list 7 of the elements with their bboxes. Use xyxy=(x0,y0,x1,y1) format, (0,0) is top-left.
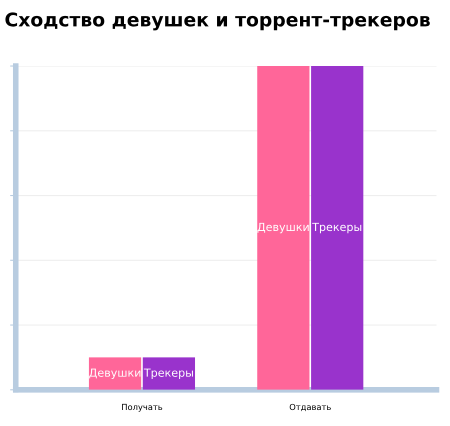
series-label: Трекеры xyxy=(144,368,193,379)
x-tick-label: Получать xyxy=(122,404,162,412)
text: Девушки xyxy=(89,368,140,379)
chart-title: Сходство девушек и торрент-трекеров xyxy=(5,12,430,30)
x-tick-label: Отдавать xyxy=(290,404,331,412)
series-label: Девушки xyxy=(258,222,309,234)
text: Трекеры xyxy=(312,222,362,234)
